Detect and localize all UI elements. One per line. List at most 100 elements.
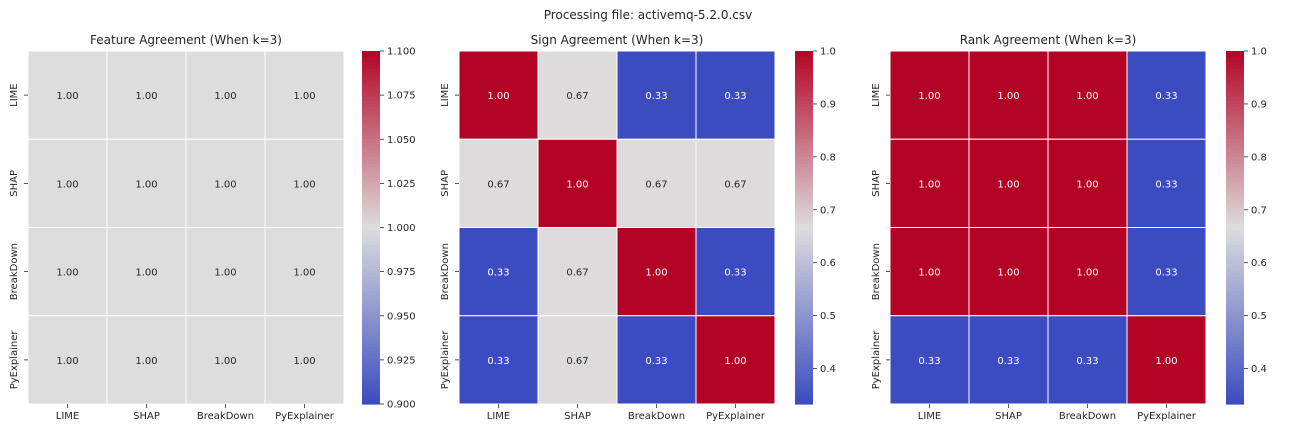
colorbar-strip bbox=[362, 220, 380, 225]
colorbar-tick-label: 0.8 bbox=[820, 152, 836, 163]
colorbar-strip bbox=[795, 149, 813, 154]
colorbar-strip bbox=[362, 372, 380, 377]
colorbar-strip bbox=[362, 368, 380, 373]
cell-annotation: 1.00 bbox=[997, 268, 1019, 279]
cell-annotation: 1.00 bbox=[135, 179, 157, 190]
colorbar-strip bbox=[795, 308, 813, 313]
colorbar-tick-label: 0.950 bbox=[387, 311, 416, 322]
colorbar-strip bbox=[795, 103, 813, 109]
colorbar-strip bbox=[1226, 192, 1244, 197]
heatmap-cell bbox=[106, 50, 187, 140]
colorbar-strip bbox=[362, 174, 380, 179]
colorbar-strip bbox=[795, 135, 813, 140]
colorbar-strip bbox=[1226, 308, 1244, 313]
colorbar-strip bbox=[1226, 361, 1244, 366]
colorbar-strip bbox=[795, 216, 813, 222]
colorbar-strip bbox=[795, 146, 813, 151]
heatmap-cell bbox=[1047, 138, 1128, 228]
colorbar-strip bbox=[362, 82, 380, 87]
y-tick-label: SHAP bbox=[871, 170, 882, 197]
colorbar-strip bbox=[795, 241, 813, 246]
colorbar-strip bbox=[795, 396, 813, 402]
heatmap-panel: Feature Agreement (When k=3) 1.00 1.00 1.00… bbox=[9, 33, 416, 422]
cell-annotation: 1.00 bbox=[918, 179, 940, 190]
colorbar-strip bbox=[795, 139, 813, 144]
colorbar-strip bbox=[795, 54, 813, 59]
colorbar-strip bbox=[1226, 195, 1244, 200]
colorbar-strip bbox=[1226, 326, 1244, 331]
y-tick-label: BreakDown bbox=[871, 243, 882, 300]
colorbar-strip bbox=[1226, 365, 1244, 370]
colorbar-strip bbox=[362, 192, 380, 197]
colorbar-strip bbox=[362, 301, 380, 306]
colorbar-strip bbox=[362, 262, 380, 267]
colorbar-strip bbox=[795, 400, 813, 405]
colorbar-strip bbox=[362, 86, 380, 91]
heatmap-title: Rank Agreement (When k=3) bbox=[960, 33, 1137, 47]
colorbar-strip bbox=[362, 142, 380, 147]
colorbar-strip bbox=[795, 142, 813, 147]
colorbar-strip bbox=[1226, 252, 1244, 257]
colorbar-strip bbox=[1226, 167, 1244, 172]
colorbar-strip bbox=[1226, 139, 1244, 144]
y-tick-label: LIME bbox=[9, 83, 20, 106]
colorbar-strip bbox=[1226, 319, 1244, 324]
cell-annotation: 1.00 bbox=[135, 91, 157, 102]
colorbar-strip bbox=[1226, 121, 1244, 126]
colorbar-tick-label: 1.050 bbox=[387, 135, 416, 146]
colorbar-strip bbox=[1226, 322, 1244, 327]
colorbar-tick-label: 0.8 bbox=[1251, 152, 1267, 163]
cell-annotation: 0.33 bbox=[1155, 91, 1177, 102]
colorbar-strip bbox=[362, 259, 380, 264]
colorbar-strip bbox=[362, 393, 380, 398]
colorbar-strip bbox=[1226, 259, 1244, 264]
heatmap-cell bbox=[106, 315, 187, 405]
colorbar-strip bbox=[795, 312, 813, 317]
cell-annotation: 0.33 bbox=[997, 356, 1019, 367]
colorbar-strip bbox=[795, 192, 813, 197]
colorbar-strip bbox=[362, 315, 380, 320]
colorbar-strip bbox=[795, 326, 813, 331]
colorbar-strip bbox=[362, 269, 380, 274]
colorbar-strip bbox=[1226, 301, 1244, 306]
colorbar-strip bbox=[1226, 248, 1244, 253]
colorbar-strip bbox=[1226, 188, 1244, 193]
colorbar-strip bbox=[362, 245, 380, 250]
heatmap-cell bbox=[1047, 50, 1128, 140]
colorbar-strip bbox=[795, 351, 813, 356]
colorbar-strip bbox=[795, 358, 813, 363]
colorbar-strip bbox=[362, 336, 380, 342]
colorbar-strip bbox=[362, 54, 380, 59]
colorbar-strip bbox=[362, 382, 380, 387]
colorbar-strip bbox=[362, 354, 380, 359]
cell-annotation: 0.33 bbox=[1155, 268, 1177, 279]
cell-annotation: 1.00 bbox=[997, 91, 1019, 102]
colorbar-strip bbox=[795, 206, 813, 211]
colorbar-strip bbox=[795, 86, 813, 91]
heatmap-cell bbox=[264, 227, 345, 317]
cell-annotation: 1.00 bbox=[566, 179, 588, 190]
cell-annotation: 1.00 bbox=[214, 356, 236, 367]
colorbar-strip bbox=[362, 298, 380, 303]
x-tick-label: LIME bbox=[56, 411, 79, 422]
colorbar-tick-label: 0.5 bbox=[820, 311, 836, 322]
colorbar-strip bbox=[795, 340, 813, 345]
colorbar-strip bbox=[795, 171, 813, 176]
colorbar-strip bbox=[362, 171, 380, 176]
y-tick-label: LIME bbox=[440, 83, 451, 106]
colorbar-tick-label: 1.0 bbox=[820, 47, 836, 58]
colorbar-strip bbox=[1226, 68, 1244, 73]
colorbar-strip bbox=[795, 163, 813, 169]
colorbar-strip bbox=[1226, 213, 1244, 218]
x-tick-label: SHAP bbox=[995, 411, 1022, 422]
colorbar-strip bbox=[795, 93, 813, 98]
heatmap-cell bbox=[185, 50, 266, 140]
cell-annotation: 1.00 bbox=[56, 179, 78, 190]
colorbar-strip bbox=[362, 379, 380, 384]
colorbar-strip bbox=[1226, 142, 1244, 147]
colorbar-strip bbox=[1226, 393, 1244, 398]
colorbar-strip bbox=[362, 347, 380, 352]
colorbar-strip bbox=[362, 305, 380, 310]
y-tick-label: PyExplainer bbox=[9, 330, 20, 390]
colorbar-strip bbox=[362, 114, 380, 119]
